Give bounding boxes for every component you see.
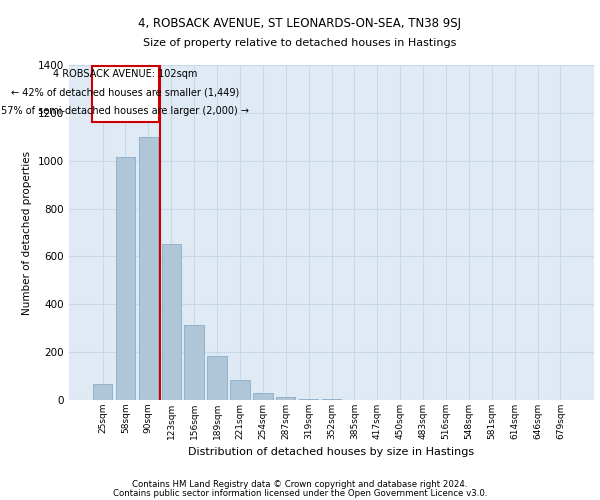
Bar [139, 137, 158, 400]
Text: 4 ROBSACK AVENUE: 102sqm: 4 ROBSACK AVENUE: 102sqm [53, 68, 197, 78]
Bar [208, 356, 227, 400]
Text: Size of property relative to detached houses in Hastings: Size of property relative to detached ho… [143, 38, 457, 48]
Bar [161, 244, 181, 400]
Bar [93, 384, 112, 400]
Text: Contains HM Land Registry data © Crown copyright and database right 2024.: Contains HM Land Registry data © Crown c… [132, 480, 468, 489]
Text: 57% of semi-detached houses are larger (2,000) →: 57% of semi-detached houses are larger (… [1, 106, 249, 116]
Text: ← 42% of detached houses are smaller (1,449): ← 42% of detached houses are smaller (1,… [11, 88, 239, 98]
Bar [230, 380, 250, 400]
Bar [116, 157, 135, 400]
Bar [276, 397, 295, 400]
Bar [299, 398, 319, 400]
Bar [184, 324, 204, 400]
X-axis label: Distribution of detached houses by size in Hastings: Distribution of detached houses by size … [188, 448, 475, 458]
FancyBboxPatch shape [92, 66, 158, 122]
Text: 4, ROBSACK AVENUE, ST LEONARDS-ON-SEA, TN38 9SJ: 4, ROBSACK AVENUE, ST LEONARDS-ON-SEA, T… [139, 18, 461, 30]
Bar [253, 393, 272, 400]
Text: Contains public sector information licensed under the Open Government Licence v3: Contains public sector information licen… [113, 488, 487, 498]
Y-axis label: Number of detached properties: Number of detached properties [22, 150, 32, 314]
